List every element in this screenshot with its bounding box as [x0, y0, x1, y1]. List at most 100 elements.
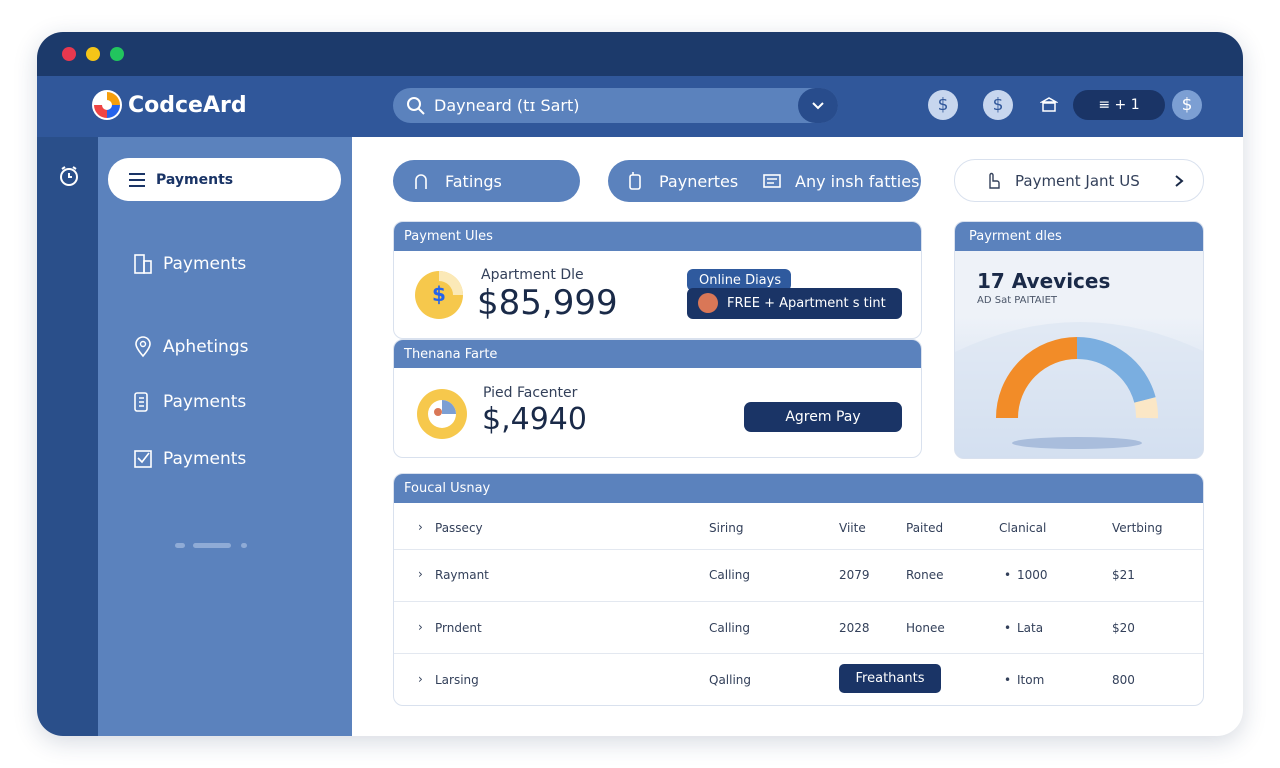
cell-status: Qalling	[709, 673, 752, 687]
device-count: 17 Avevices	[977, 269, 1111, 293]
sidebar-item[interactable]: Payments	[133, 389, 333, 415]
column-header[interactable]: Siring	[709, 521, 744, 535]
button-text: Freathants	[855, 671, 925, 686]
tab-group: Paynertes Any insh fatties	[608, 160, 921, 202]
cell-clinical: 1000	[1017, 568, 1048, 582]
currency-button[interactable]: $	[928, 90, 958, 120]
bank-icon[interactable]	[1040, 96, 1058, 114]
cell-name: Prndent	[435, 621, 482, 635]
app-window: CodceArd Dayneard (tɪ Sart) $ $ ≡ + 1 $ …	[37, 32, 1243, 736]
transfer-card: Thenana Farte Pied Facenter $,4940 Agrem…	[393, 339, 922, 458]
sidebar-item[interactable]: Aphetings	[133, 334, 333, 360]
row-divider	[394, 653, 1203, 654]
currency-icon: $	[992, 95, 1004, 115]
pay-button[interactable]: Agrem Pay	[744, 402, 902, 432]
cell-verifying: $20	[1112, 621, 1135, 635]
coin-icon: $	[415, 271, 463, 319]
card-title: Payrment dles	[969, 229, 1062, 244]
pager-dot[interactable]	[193, 543, 231, 548]
row-chevron: ›	[418, 620, 423, 634]
column-header[interactable]: Passecy	[435, 521, 483, 535]
cell-clinical: Lata	[1017, 621, 1044, 635]
notification-badge[interactable]: ≡ + 1	[1073, 90, 1165, 120]
bullet: •	[1004, 568, 1012, 582]
device-subtitle: AD Sat PAITAIET	[977, 295, 1058, 306]
chevron-down	[812, 102, 824, 110]
row-chevron: ›	[418, 672, 423, 686]
tab-text[interactable]: Paynertes	[659, 172, 739, 191]
cell-status: Calling	[709, 568, 750, 582]
search-text: Dayneard (tɪ Sart)	[434, 96, 580, 115]
column-header[interactable]: Paited	[906, 521, 944, 535]
payment-link-button[interactable]: Payment Jant US	[954, 159, 1204, 202]
item-icon	[135, 336, 151, 358]
currency-button[interactable]: $	[983, 90, 1013, 120]
devices-card: Payrment dles 17 Avevices AD Sat PAITAIE…	[954, 221, 1204, 459]
badge-text: ≡ + 1	[1098, 97, 1140, 113]
clock-icon[interactable]	[58, 165, 80, 187]
tab-text[interactable]: Any insh fatties	[795, 172, 920, 191]
card-header: Payment Ules	[394, 222, 921, 251]
pie-icon	[417, 389, 467, 439]
cell-verifying: $21	[1112, 568, 1135, 582]
column-header[interactable]: Viite	[839, 521, 866, 535]
badge-text: Online Diays	[699, 273, 782, 288]
tab-icon	[415, 174, 427, 189]
currency-icon: $	[937, 95, 949, 115]
column-header[interactable]: Clanical	[999, 521, 1047, 535]
menu-button[interactable]: Payments	[108, 158, 341, 201]
header: CodceArd Dayneard (tɪ Sart) $ $ ≡ + 1 $	[37, 76, 1243, 137]
search-box[interactable]: Dayneard (tɪ Sart)	[393, 88, 838, 123]
cell-name: Raymant	[435, 568, 489, 582]
cell-year: 2079	[839, 568, 870, 582]
nav-rail	[37, 137, 98, 736]
sidebar-item[interactable]: Payments	[133, 446, 333, 472]
svg-text:$: $	[432, 282, 446, 306]
tab-icon	[629, 172, 641, 190]
table-title: Foucal Usnay	[404, 481, 491, 496]
cell-clinical: Itom	[1017, 673, 1045, 687]
search-icon	[407, 97, 425, 115]
item-text: Payments	[163, 392, 247, 412]
card-title: Payment Ules	[404, 229, 493, 244]
tab[interactable]: Fatings	[393, 160, 580, 202]
item-text: Aphetings	[163, 337, 249, 357]
chevron-right	[1175, 175, 1184, 187]
card-amount: $,4940	[482, 402, 587, 437]
item-icon	[134, 254, 152, 274]
hand-icon	[989, 172, 1000, 189]
pager-dot[interactable]	[175, 543, 185, 548]
logo-text: CodceArd	[128, 93, 247, 118]
payment-link-text: Payment Jant US	[1015, 172, 1140, 190]
table-row[interactable]: › Larsing Qalling Freathants • Itom 800	[394, 654, 1203, 705]
item-icon	[134, 392, 148, 412]
menu-icon	[129, 173, 145, 187]
cell-paid: Honee	[906, 621, 945, 635]
row-divider	[394, 549, 1203, 550]
title-bar	[37, 32, 1243, 76]
currency-button[interactable]: $	[1172, 90, 1202, 120]
usage-table: Foucal Usnay › Passecy Siring Viite Pait…	[393, 473, 1204, 706]
row-divider	[394, 601, 1203, 602]
minimize-dot[interactable]	[86, 47, 100, 61]
row-chevron: ›	[418, 520, 423, 534]
payment-due-card: Payment Ules $ Apartment Dle $85,999 Onl…	[393, 221, 922, 339]
menu-button-text: Payments	[156, 172, 234, 188]
bullet: •	[1004, 673, 1012, 687]
card-amount: $85,999	[477, 283, 618, 323]
card-label: Apartment Dle	[481, 267, 584, 283]
row-action-button[interactable]: Freathants	[839, 664, 941, 693]
pager-dot[interactable]	[241, 543, 247, 548]
cell-status: Calling	[709, 621, 750, 635]
close-dot[interactable]	[62, 47, 76, 61]
item-text: Payments	[163, 254, 247, 274]
search-dropdown[interactable]	[798, 88, 838, 123]
apartment-button[interactable]: FREE + Apartment s tint	[687, 288, 902, 319]
table-header: Foucal Usnay	[394, 474, 1203, 503]
column-header[interactable]: Vertbing	[1112, 521, 1163, 535]
maximize-dot[interactable]	[110, 47, 124, 61]
table-row[interactable]: › Raymant Calling 2079 Ronee • 1000 $21	[394, 550, 1203, 601]
sidebar-item[interactable]: Payments	[133, 251, 333, 277]
table-row[interactable]: › Prndent Calling 2028 Honee • Lata $20	[394, 602, 1203, 653]
item-text: Payments	[163, 449, 247, 469]
